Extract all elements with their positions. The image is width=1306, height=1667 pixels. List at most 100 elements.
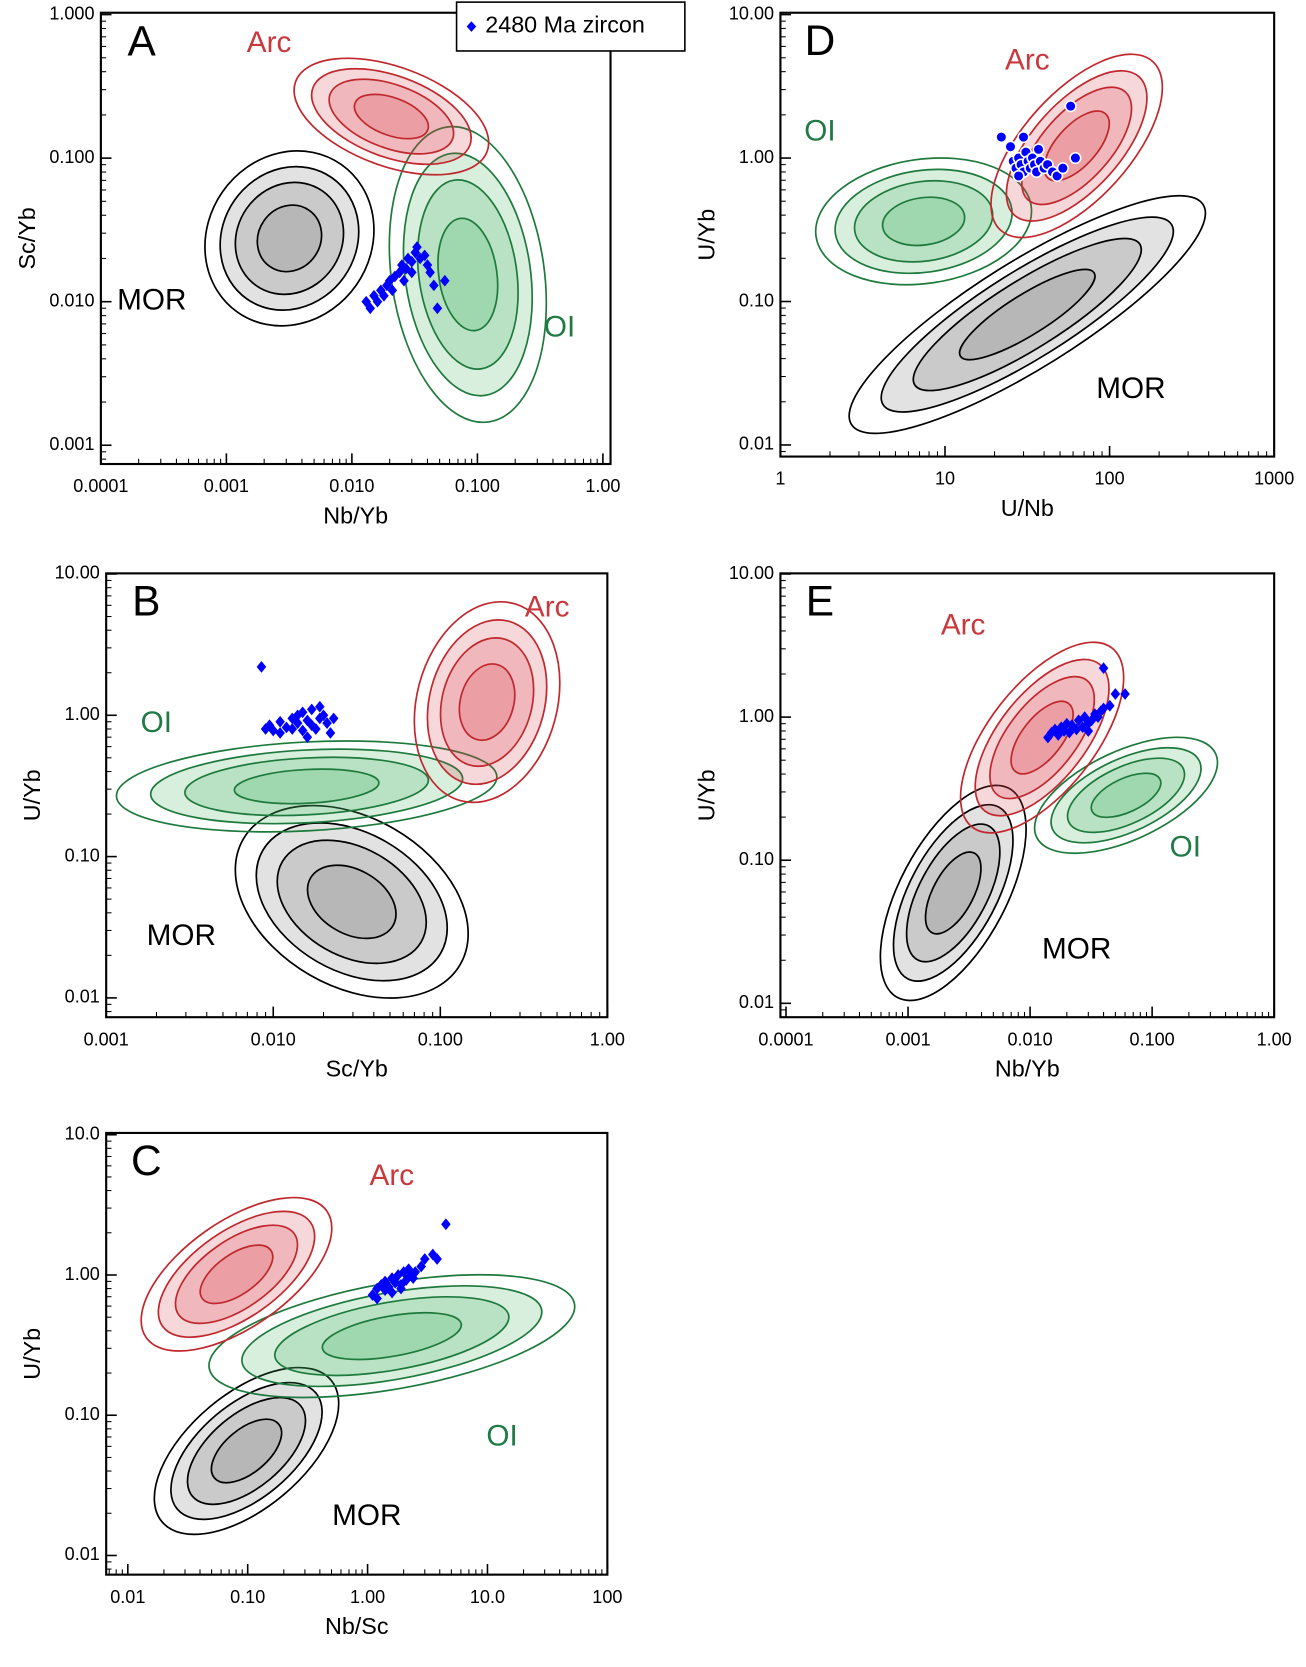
y-tick-label: 1.000: [49, 3, 94, 23]
contour: [153, 1366, 340, 1536]
x-tick-label: 1.00: [350, 1587, 385, 1607]
field-label: MOR: [147, 919, 216, 952]
contour: [905, 823, 1001, 963]
x-tick-label: 0.001: [885, 1029, 930, 1049]
point: [420, 1253, 430, 1265]
legend-marker: [466, 21, 477, 32]
contour: [416, 179, 519, 370]
panel: 0.0001 0.001 0.010 0.100 1.00 1.000 0.100 0.010…: [14, 1, 686, 528]
contour: [458, 663, 516, 742]
contour: [879, 784, 1027, 1002]
x-tick-label: 0.100: [455, 476, 500, 496]
contour: [848, 194, 1207, 435]
panel: 0.001 0.010 0.100 1.00 10.00 1.00 0.10 0.01 Sc/Y…: [19, 563, 625, 1082]
plot-frame: [105, 572, 609, 1019]
point: [1069, 151, 1082, 165]
contour: [276, 839, 428, 965]
field-label: MOR: [117, 283, 186, 316]
x-tick-label: 1.00: [590, 1029, 625, 1049]
point: [425, 266, 435, 279]
contour: [255, 822, 449, 982]
y-tick-label: 10.00: [729, 3, 774, 23]
panel-letter: C: [131, 1137, 162, 1184]
x-tick-label: 100: [592, 1587, 622, 1607]
contour: [1066, 757, 1186, 834]
contour: [439, 637, 535, 768]
y-tick-label: 0.10: [65, 845, 100, 865]
plot-frame: [105, 1131, 609, 1576]
field-label: OI: [804, 114, 835, 147]
x-tick-label: 0.001: [204, 476, 249, 496]
x-tick-label: 0.010: [1007, 1029, 1052, 1049]
y-tick-label: 1.00: [65, 704, 100, 724]
x-axis-label: Nb/Sc: [325, 1613, 389, 1639]
point: [365, 302, 376, 315]
point: [432, 302, 443, 315]
point: [419, 249, 430, 262]
x-tick-label: 0.001: [84, 1029, 129, 1049]
legend-label: 2480 Ma zircon: [485, 12, 645, 38]
contour: [219, 165, 360, 311]
contour: [310, 67, 472, 166]
y-tick-label: 10.0: [65, 1124, 100, 1144]
y-tick-label: 10.00: [729, 563, 774, 583]
x-tick-label: 1: [775, 469, 785, 489]
field-label: Arc: [1005, 43, 1050, 76]
x-axis-label: Sc/Yb: [326, 1055, 388, 1081]
point: [441, 1218, 451, 1231]
plot-frame: [779, 572, 1276, 1019]
y-tick-label: 0.10: [65, 1404, 100, 1424]
contour: [1010, 700, 1074, 775]
x-tick-label: 0.100: [1130, 1029, 1175, 1049]
point: [387, 1286, 397, 1299]
point: [1083, 725, 1094, 737]
point: [995, 130, 1008, 144]
panels: 0.0001 0.001 0.010 0.100 1.001.0000.1000.010…: [14, 1, 1294, 1639]
x-axis-label: Nb/Yb: [323, 502, 388, 528]
contour: [880, 216, 1175, 413]
contour: [1050, 746, 1202, 844]
contour: [437, 217, 499, 332]
field-label: OI: [486, 1420, 517, 1453]
x-tick-label: 0.01: [110, 1587, 145, 1607]
panel: 0.0001 0.001 0.010 0.100 1.00 10.00 1.00 0.10 0.…: [693, 563, 1291, 1082]
point: [440, 274, 450, 287]
y-tick-label: 0.01: [739, 434, 774, 454]
field-label: Arc: [941, 608, 986, 641]
point: [311, 723, 321, 735]
plot-frame: [779, 11, 1276, 458]
contour: [186, 1396, 307, 1506]
y-tick-label: 0.010: [49, 290, 94, 310]
contour: [273, 1296, 510, 1377]
y-tick-label: 0.100: [49, 147, 94, 167]
field-label: OI: [544, 310, 575, 343]
point: [306, 703, 317, 716]
y-tick-label: 10.00: [55, 563, 100, 583]
x-tick-label: 0.100: [418, 1029, 463, 1049]
contour: [204, 150, 375, 327]
plot-frame: [99, 11, 612, 466]
y-tick-label: 0.01: [65, 1544, 100, 1564]
point: [429, 279, 439, 292]
point: [1017, 130, 1030, 144]
field-label: MOR: [332, 1499, 401, 1532]
contour: [293, 57, 490, 176]
point: [1012, 169, 1025, 183]
contour: [233, 768, 380, 805]
y-axis-label: Sc/Yb: [14, 207, 40, 269]
contour: [174, 1224, 299, 1325]
panel-letter: B: [132, 578, 160, 625]
contour: [958, 268, 1096, 361]
contour: [853, 179, 994, 263]
contour: [256, 204, 323, 273]
point: [432, 1253, 442, 1265]
x-tick-label: 1.00: [585, 476, 620, 496]
field-label: OI: [141, 706, 172, 739]
panel: 1 10 100 1000 10.00 1.00 0.10 0.01 U/Nb U/Yb D Arc O…: [693, 3, 1294, 520]
legend-box: [455, 1, 686, 52]
contour: [959, 641, 1125, 834]
y-tick-label: 1.00: [65, 1264, 100, 1284]
point: [412, 241, 422, 253]
panel-letter: A: [127, 18, 156, 65]
